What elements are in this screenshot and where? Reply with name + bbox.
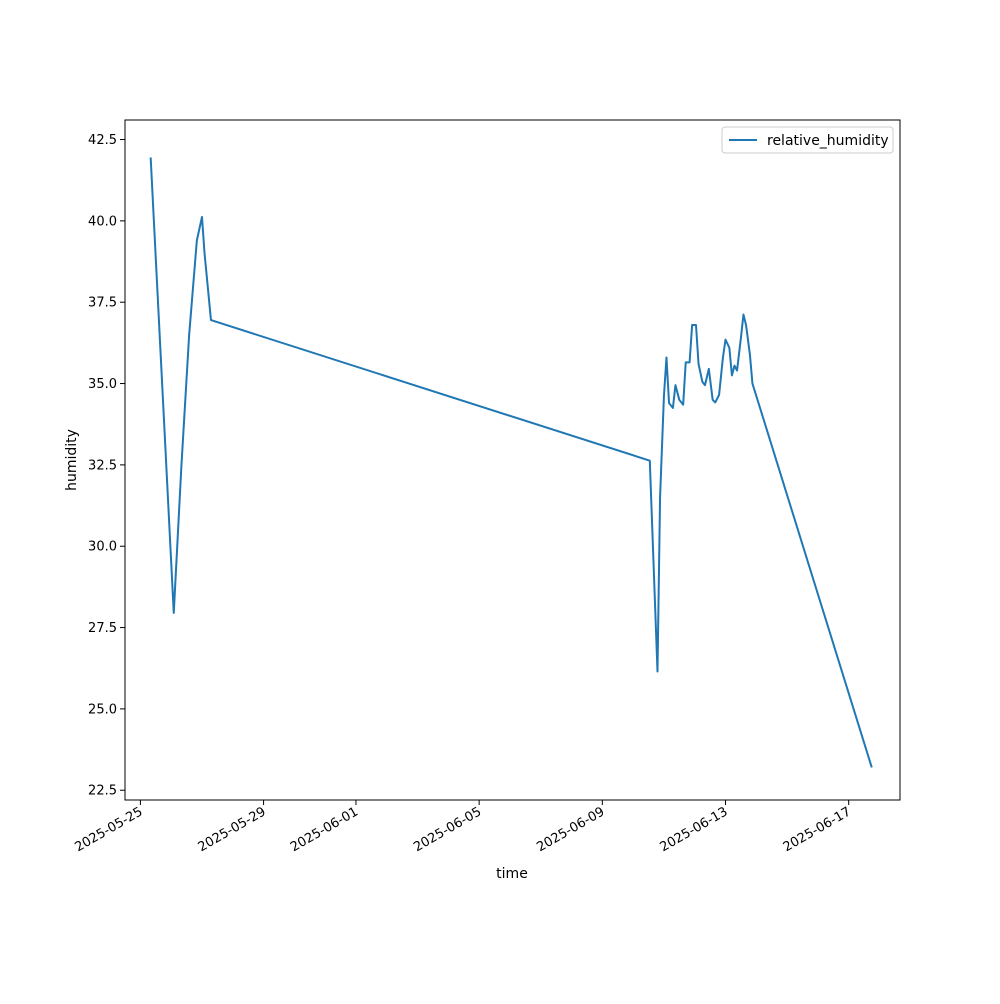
series-line-relative-humidity [149, 157, 873, 768]
x-tick-label: 2025-06-09 [534, 804, 607, 855]
y-tick-label: 37.5 [88, 296, 117, 311]
legend-label: relative_humidity [767, 133, 889, 149]
x-tick-label: 2025-06-05 [411, 804, 484, 855]
y-tick-label: 27.5 [88, 621, 117, 636]
y-tick-label: 25.0 [88, 702, 117, 717]
legend: relative_humidity [721, 126, 894, 154]
x-tick-label: 2025-06-17 [781, 804, 854, 855]
x-tick-label: 2025-06-01 [288, 804, 361, 855]
x-tick-label: 2025-05-29 [196, 804, 269, 855]
plot-area-frame [124, 119, 901, 801]
x-tick-label: 2025-06-13 [658, 804, 731, 855]
y-tick-label: 32.5 [88, 458, 117, 473]
plot-series-layer [149, 157, 873, 768]
x-tick-label: 2025-05-25 [72, 804, 145, 855]
y-axis: 22.5 25.0 27.5 30.0 32.5 35.0 37.5 40.0 42.5 [88, 133, 125, 799]
y-axis-label: humidity [64, 429, 80, 491]
legend-box [721, 126, 894, 154]
y-tick-label: 22.5 [88, 784, 117, 799]
y-tick-label: 40.0 [88, 214, 117, 229]
y-tick-label: 30.0 [88, 540, 117, 555]
y-tick-label: 42.5 [88, 133, 117, 148]
x-axis: 2025-05-25 2025-05-29 2025-06-01 2025-06-05… [72, 800, 854, 855]
x-axis-label: time [496, 866, 528, 882]
y-tick-label: 35.0 [88, 377, 117, 392]
